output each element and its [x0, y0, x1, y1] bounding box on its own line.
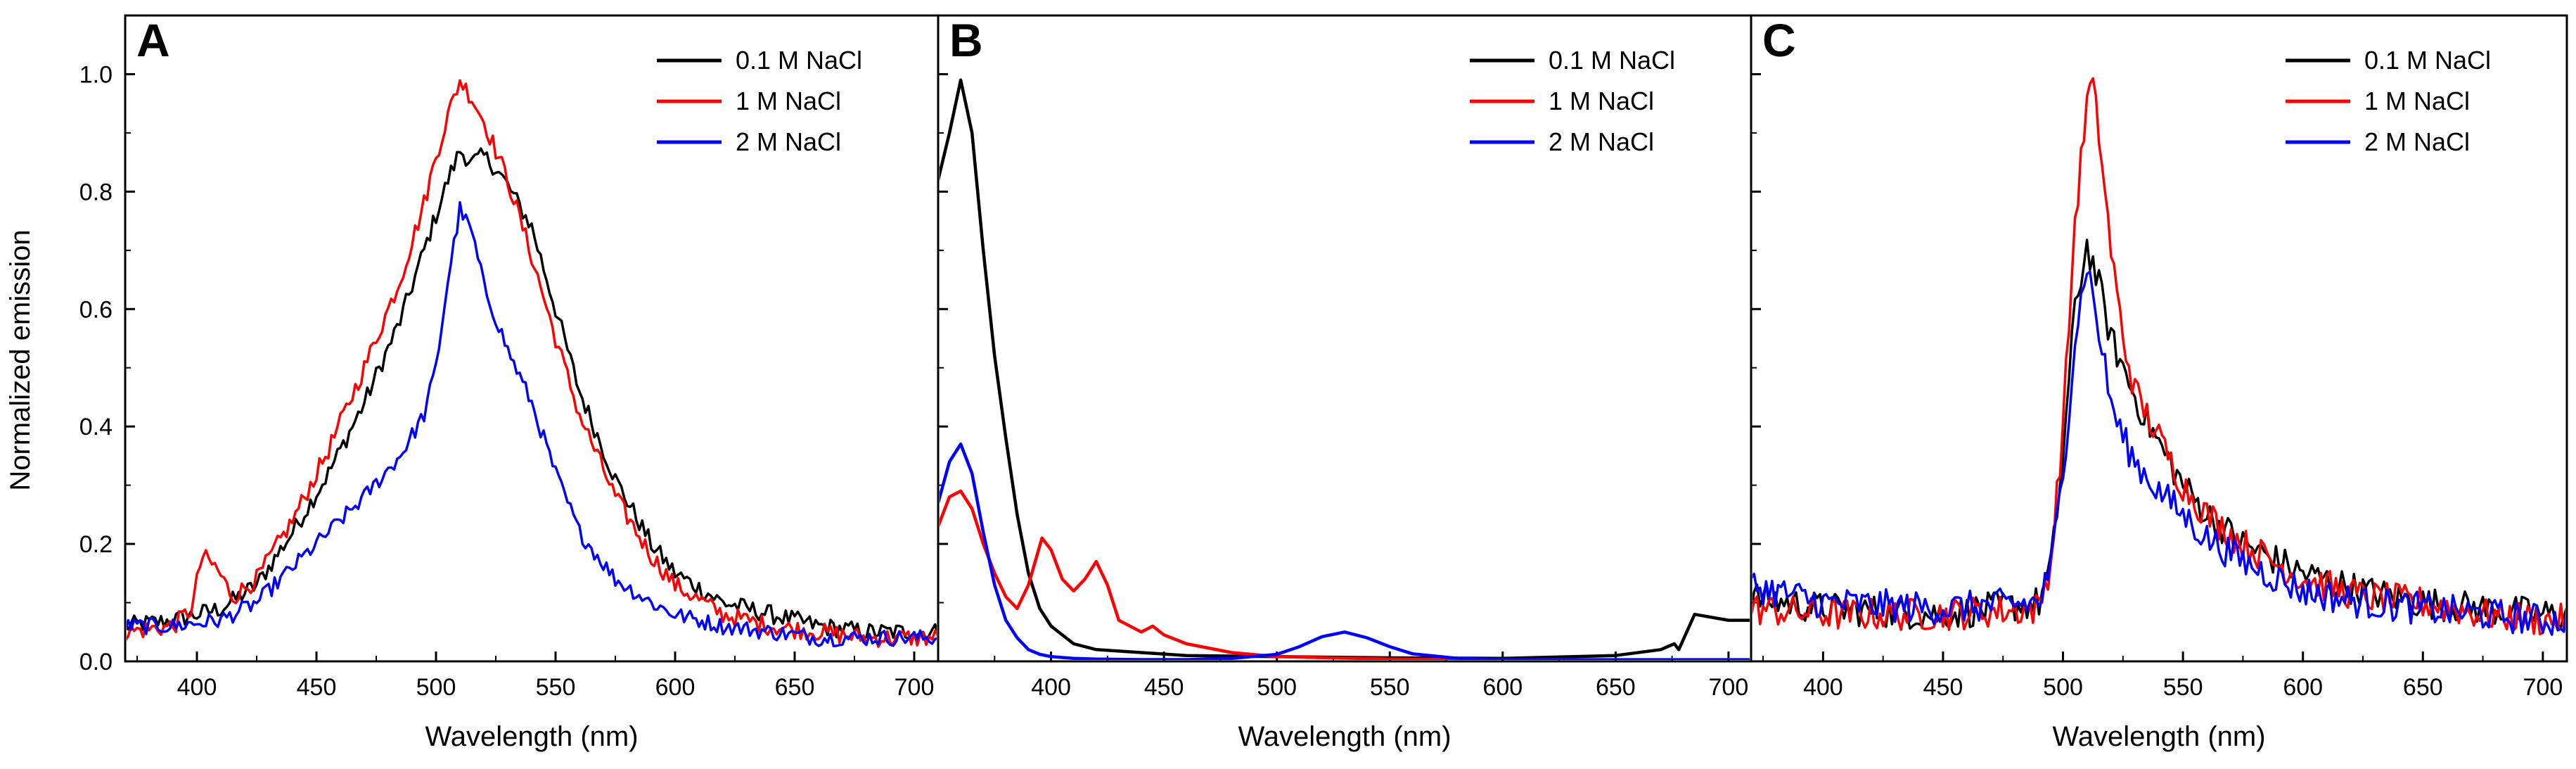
- x-tick-label: 550: [536, 674, 576, 701]
- panel-label: B: [949, 14, 983, 66]
- series-lines: [127, 79, 937, 649]
- x-tick-label: 550: [1370, 674, 1410, 701]
- panel-c: 400 450 500 550 600 650 700 Wavelength (nm) C 0.1…: [1750, 14, 2568, 752]
- panel-a: 400 450 500 550 600 650 700 0.0 0.2 0.4 0.6 0.8 1.0 W…: [79, 14, 940, 752]
- legend-entry: 1 M NaCl: [736, 87, 841, 115]
- x-tick-label: 450: [1144, 674, 1184, 701]
- x-tick-label: 650: [1596, 674, 1636, 701]
- x-tick-label: 500: [416, 674, 456, 701]
- panel-label: A: [136, 14, 170, 66]
- y-tick-label: 1.0: [79, 61, 113, 88]
- y-tick-label: 0.2: [79, 531, 113, 558]
- legend-entry: 2 M NaCl: [2364, 127, 2470, 156]
- legend-entry: 0.1 M NaCl: [1549, 46, 1675, 75]
- x-tick-label: 650: [775, 674, 815, 701]
- y-axis-label: Normalized emission: [5, 229, 36, 490]
- x-tick-label: 550: [2163, 674, 2203, 701]
- legend-entry: 2 M NaCl: [1549, 127, 1654, 156]
- legend-entry: 0.1 M NaCl: [2364, 46, 2491, 75]
- legend: 0.1 M NaCl 1 M NaCl 2 M NaCl: [2286, 46, 2491, 156]
- series-line-3: [127, 201, 937, 648]
- x-tick-label: 400: [1031, 674, 1071, 701]
- legend: 0.1 M NaCl 1 M NaCl 2 M NaCl: [657, 46, 862, 156]
- x-tick-label: 700: [1709, 674, 1749, 701]
- panel-b: 400 450 500 550 600 650 700 Wavelength (nm) B 0.1…: [937, 14, 1752, 752]
- series-line-1: [940, 78, 1750, 660]
- x-tick-label: 700: [2523, 674, 2563, 701]
- legend-entry: 2 M NaCl: [736, 127, 841, 156]
- x-axis-label: Wavelength (nm): [1238, 721, 1451, 752]
- y-tick-label: 0.6: [79, 296, 113, 323]
- x-tick-label: 400: [177, 674, 217, 701]
- x-axis-label: Wavelength (nm): [425, 721, 638, 752]
- x-tick-label: 600: [1482, 674, 1523, 701]
- x-tick-label: 400: [1803, 674, 1843, 701]
- panels: 400 450 500 550 600 650 700 0.0 0.2 0.4 0.6 0.8 1.0 W…: [79, 14, 2568, 752]
- series-line-3: [1752, 270, 2565, 636]
- series-line-1: [127, 147, 937, 642]
- x-axis-label: Wavelength (nm): [2052, 721, 2265, 752]
- legend-entry: 0.1 M NaCl: [736, 46, 862, 75]
- x-tick-label: 600: [655, 674, 696, 701]
- series-line-3: [940, 442, 1750, 660]
- plot-frame: [1750, 14, 2568, 663]
- legend-entry: 1 M NaCl: [1549, 87, 1654, 115]
- y-tick-label: 0.0: [79, 649, 113, 675]
- y-tick-label: 0.4: [79, 414, 113, 440]
- legend-entry: 1 M NaCl: [2364, 87, 2470, 115]
- series-lines: [940, 78, 1750, 660]
- panel-label: C: [1762, 14, 1796, 66]
- series-line-2: [1752, 77, 2565, 635]
- x-tick-label: 500: [1257, 674, 1297, 701]
- y-tick-label: 0.8: [79, 179, 113, 205]
- x-tick-label: 500: [2043, 674, 2083, 701]
- x-tick-label: 700: [895, 674, 935, 701]
- series-lines: [1752, 77, 2565, 636]
- legend: 0.1 M NaCl 1 M NaCl 2 M NaCl: [1470, 46, 1675, 156]
- x-tick-label: 650: [2403, 674, 2443, 701]
- x-tick-label: 600: [2283, 674, 2323, 701]
- x-tick-label: 450: [297, 674, 337, 701]
- x-tick-label: 450: [1923, 674, 1963, 701]
